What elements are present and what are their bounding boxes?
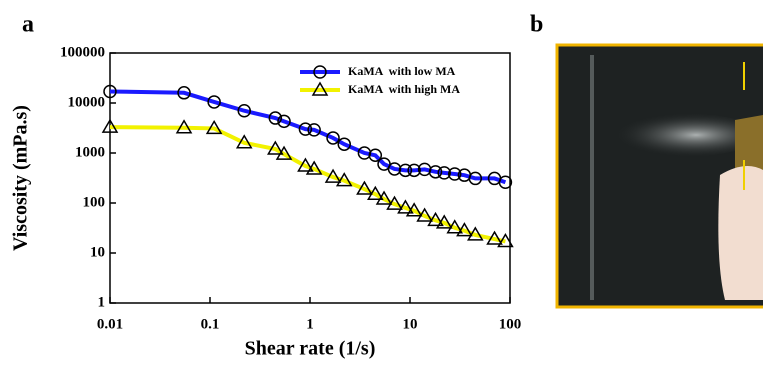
x-tick-label: 0.1 [201, 316, 220, 332]
y-axis-label: Viscosity (mPa.s) [10, 105, 32, 251]
marker [277, 114, 291, 129]
marker [335, 172, 353, 187]
marker [103, 84, 117, 99]
marker [405, 202, 423, 217]
marker [446, 219, 464, 234]
marker [297, 157, 314, 172]
marker [307, 123, 321, 137]
x-tick-label: 1 [306, 316, 314, 332]
marker [305, 160, 323, 175]
marker [324, 168, 342, 183]
marker [397, 199, 414, 214]
marker [207, 95, 221, 109]
marker [367, 185, 384, 200]
marker [235, 134, 253, 149]
panel-label: b [530, 12, 543, 38]
marker [205, 119, 223, 135]
y-tick-label: 10 [90, 244, 105, 260]
legend-marker [311, 81, 329, 96]
marker [416, 207, 433, 222]
series-line [109, 125, 506, 244]
marker [368, 148, 383, 163]
marker [298, 122, 313, 136]
marker [468, 171, 483, 186]
marker [175, 119, 193, 134]
marker [398, 163, 413, 178]
marker [326, 131, 340, 145]
marker [101, 118, 119, 133]
marker [375, 190, 393, 205]
marker [498, 175, 513, 190]
x-tick-label: 10 [403, 316, 418, 332]
marker [427, 211, 444, 227]
y-tick-label: 10000 [68, 94, 106, 110]
marker [387, 162, 402, 176]
marker [467, 226, 484, 241]
panel-label: a [22, 12, 34, 38]
marker [428, 165, 443, 179]
marker [356, 180, 373, 195]
x-tick-label: 100 [499, 316, 522, 332]
marker [407, 163, 421, 178]
y-tick-label: 100 [83, 194, 106, 210]
marker [237, 103, 251, 118]
y-tick-label: 100000 [60, 44, 105, 60]
x-axis-label: Shear rate (1/s) [245, 338, 376, 360]
marker [337, 137, 351, 151]
marker [177, 86, 191, 100]
marker [447, 167, 462, 181]
marker [275, 145, 293, 160]
marker [267, 140, 284, 155]
marker [268, 111, 283, 125]
marker [435, 214, 453, 229]
legend-label: KaMA with low MA [348, 64, 456, 78]
photo [555, 43, 763, 309]
legend-marker [313, 65, 327, 79]
x-tick-label: 0.01 [97, 316, 123, 332]
marker [497, 232, 514, 248]
marker [437, 166, 451, 180]
marker [386, 195, 403, 210]
y-tick-label: 1000 [75, 144, 105, 160]
marker [486, 230, 503, 245]
y-tick-label: 1 [98, 294, 106, 310]
marker [456, 222, 473, 237]
legend-label: KaMA with high MA [348, 82, 460, 96]
